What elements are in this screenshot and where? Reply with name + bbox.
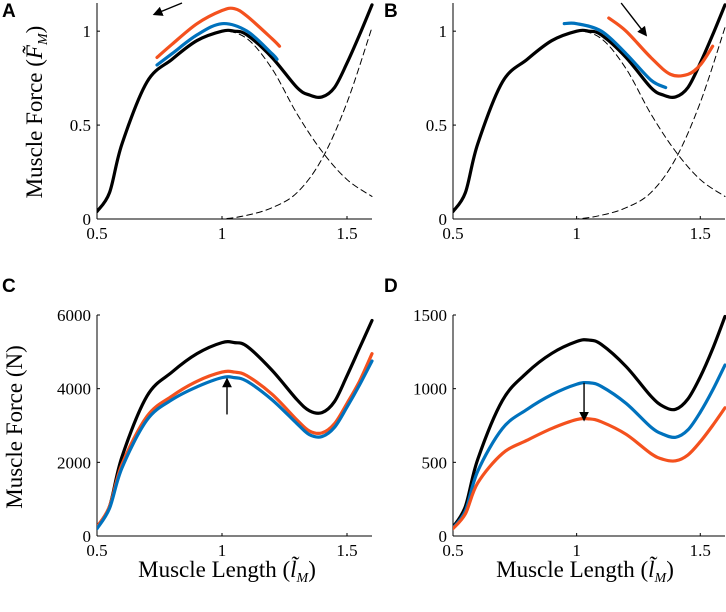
panel-letter-d: D bbox=[384, 276, 398, 297]
panel-c-xtick-label: 0.5 bbox=[86, 541, 107, 560]
panel-d: D 0.5 1 1.5 0 500 1000 1500 Muscle Length (l̃M… bbox=[384, 276, 726, 586]
panel-d-series-group bbox=[453, 314, 726, 531]
panel-b-arrow bbox=[620, 2, 648, 37]
panel-b-series-passive bbox=[453, 26, 726, 219]
panel-a-series-blue bbox=[155, 21, 279, 67]
panel-c-ytick-label: 2000 bbox=[57, 453, 91, 472]
panel-d-xtick-label: 1.5 bbox=[690, 541, 711, 560]
panel-d-xtick-label: 1 bbox=[572, 541, 581, 560]
panel-a-ylabel: Muscle Force (F̃M) bbox=[21, 26, 51, 199]
panel-b-plot: 0.5 1 1.500.51 bbox=[426, 2, 726, 243]
panel-d-series-black bbox=[453, 314, 726, 529]
panel-c-ylabel: Muscle Force (N) bbox=[2, 345, 27, 509]
panel-c-xlabel: Muscle Length (l̃M) bbox=[138, 555, 316, 586]
panel-a-arrow bbox=[152, 2, 183, 16]
panel-c-ytick-label: 4000 bbox=[57, 380, 91, 399]
panel-d-series-orange bbox=[453, 406, 726, 531]
panel-a-plot: 0.5 1 1.500.51 bbox=[70, 2, 374, 243]
panel-a-series-passive bbox=[97, 26, 373, 219]
panel-a-xtick-label: 1 bbox=[218, 224, 227, 243]
panel-c-plot: 0.5 1 1.5 0 2000 4000 6000 bbox=[57, 306, 374, 560]
panel-b-ytick-label: 0.5 bbox=[426, 116, 447, 135]
panel-letter-a: A bbox=[2, 1, 16, 22]
panel-b-ytick-label: 0 bbox=[439, 210, 448, 229]
panel-d-xtick-label: 0.5 bbox=[442, 541, 463, 560]
panel-letter-c: C bbox=[2, 276, 16, 297]
panel-d-ytick-label: 1000 bbox=[413, 380, 447, 399]
panel-c-series-group bbox=[97, 318, 374, 531]
panel-b-ytick-label: 1 bbox=[439, 22, 448, 41]
panel-b-xtick-label: 0.5 bbox=[442, 224, 463, 243]
panel-c-xtick-label: 1 bbox=[218, 541, 227, 560]
panel-a-ytick-label: 0.5 bbox=[70, 116, 91, 135]
panel-b-series-total bbox=[453, 3, 726, 214]
panel-c-series-black bbox=[97, 318, 374, 529]
panel-a-series-active bbox=[97, 30, 373, 212]
panel-a-xtick-label: 0.5 bbox=[86, 224, 107, 243]
panel-c-ytick-label: 0 bbox=[83, 527, 92, 546]
panel-a-ytick-label: 0 bbox=[83, 210, 92, 229]
panel-c-series-blue bbox=[97, 359, 374, 531]
panel-a-series-orange bbox=[155, 6, 282, 60]
panel-d-ytick-label: 1500 bbox=[413, 306, 447, 325]
panel-a-series-group bbox=[97, 3, 374, 219]
panel-letter-b: B bbox=[384, 1, 398, 22]
panel-b-xtick-label: 1.5 bbox=[690, 224, 711, 243]
panel-a: A 0.5 1 1.500.51 Muscle Force (F̃M) bbox=[2, 1, 374, 243]
panel-c-series-orange bbox=[97, 352, 374, 529]
panel-a-ytick-label: 1 bbox=[83, 22, 92, 41]
panel-b-series-blue bbox=[562, 21, 668, 90]
panel-d-ytick-label: 0 bbox=[439, 527, 448, 546]
panel-d-ytick-label: 500 bbox=[422, 453, 448, 472]
panel-b-series-orange bbox=[607, 16, 715, 78]
panel-d-xlabel: Muscle Length (l̃M) bbox=[496, 555, 674, 586]
panel-b: B 0.5 1 1.500.51 bbox=[384, 1, 726, 243]
panel-b-series-active bbox=[453, 30, 726, 212]
panel-d-plot: 0.5 1 1.5 0 500 1000 1500 bbox=[413, 306, 726, 560]
panel-b-series-group bbox=[453, 3, 726, 219]
panel-c-xtick-label: 1.5 bbox=[336, 541, 357, 560]
panel-b-xtick-label: 1 bbox=[572, 224, 581, 243]
panel-c-ytick-label: 6000 bbox=[57, 306, 91, 325]
panel-a-series-total bbox=[97, 3, 374, 214]
panel-a-xtick-label: 1.5 bbox=[336, 224, 357, 243]
panel-d-series-blue bbox=[453, 363, 726, 530]
